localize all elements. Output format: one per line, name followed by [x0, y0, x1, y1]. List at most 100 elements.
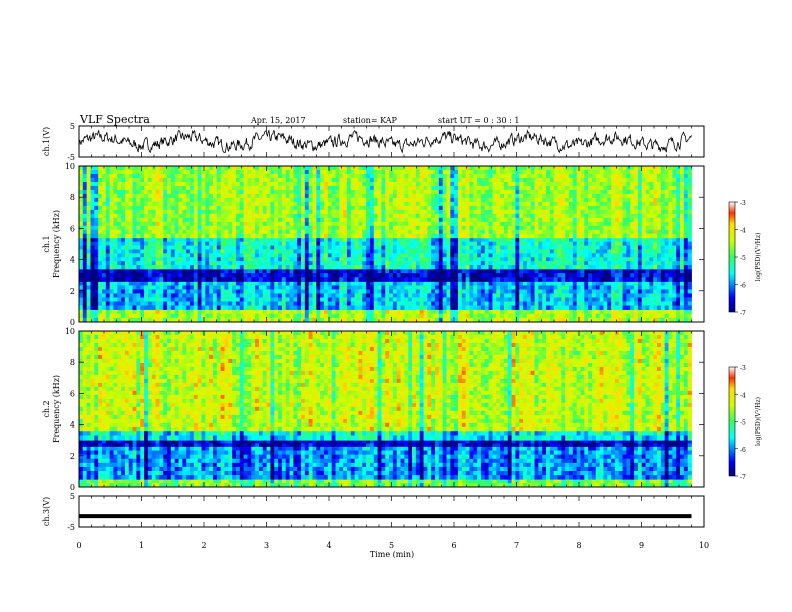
spectrogram-cell [354, 177, 359, 183]
spectrogram-cell [339, 268, 344, 274]
spectrogram-cell [565, 277, 570, 282]
spectrogram-cell [672, 277, 677, 282]
spectrogram-cell [645, 257, 650, 262]
spectrogram-cell [389, 277, 394, 282]
spectrogram-cell [415, 166, 421, 171]
spectrogram-cell [595, 268, 601, 274]
spectrogram-cell [435, 309, 440, 315]
spectrogram-cell [155, 245, 160, 250]
spectrogram-cell [251, 285, 256, 290]
spectrogram-cell [373, 185, 378, 191]
spectrogram-cell [503, 257, 509, 262]
spectrogram-cell [450, 249, 455, 254]
spectrogram-cell [354, 289, 359, 294]
spectrogram-cell [645, 185, 650, 191]
spectrogram-cell [412, 317, 417, 323]
spectrogram-cell [668, 169, 673, 175]
spectrogram-cell [258, 201, 264, 207]
spectrogram-cell [109, 261, 114, 266]
spectrogram-cell [488, 265, 493, 270]
spectrogram-cell [546, 301, 551, 306]
spectrogram-cell [668, 273, 673, 278]
spectrogram-cell [419, 309, 424, 315]
spectrogram-cell [258, 281, 264, 286]
spectrogram-cell [270, 257, 275, 262]
spectrogram-cell [193, 166, 199, 171]
spectrogram-cell [519, 253, 524, 258]
spectrogram-cell [515, 241, 520, 246]
spectrogram-cell [683, 185, 689, 191]
spectrogram-cell [569, 257, 574, 262]
spectrogram-cell [278, 281, 283, 286]
spectrogram-cell [645, 193, 650, 199]
spectrogram-cell [603, 313, 608, 319]
spectrogram-cell [350, 181, 356, 187]
spectrogram-cell [461, 197, 467, 203]
spectrogram-cell [128, 273, 133, 278]
spectrogram-cell [251, 313, 256, 319]
spectrogram-cell [278, 293, 283, 298]
spectrogram-cell [599, 177, 604, 183]
spectrogram-cell [258, 241, 264, 246]
spectrogram-cell [385, 253, 390, 258]
spectrogram-cell [461, 277, 467, 282]
spectrogram-cell [266, 273, 271, 278]
spectrogram-cell [595, 253, 601, 258]
spectrogram-cell [488, 305, 493, 310]
spectrogram-cell [343, 293, 348, 298]
spectrogram-cell [163, 197, 168, 203]
spectrogram-cell [530, 289, 535, 294]
spectrogram-cell [335, 245, 340, 250]
spectrogram-cell [503, 273, 509, 278]
spectrogram-cell [132, 177, 137, 183]
spectrogram-cell [538, 241, 543, 246]
spectrogram-cell [79, 297, 84, 302]
spectrogram-cell [212, 268, 218, 274]
spectrogram-cell [507, 273, 512, 278]
spectrogram-cell [377, 189, 382, 195]
spectrogram-cell [212, 277, 218, 282]
spectrogram-cell [618, 268, 623, 274]
spectrogram-cell [427, 268, 432, 274]
spectrogram-cell [683, 281, 689, 286]
spectrogram-cell [86, 241, 91, 246]
spectrogram-cell [117, 257, 122, 262]
spectrogram-cell [404, 237, 409, 243]
spectrogram-cell [484, 277, 490, 282]
spectrogram-cell [607, 257, 612, 262]
spectrogram-cell [450, 245, 455, 250]
spectrogram-cell [124, 277, 130, 282]
spectrogram-cell [580, 185, 585, 191]
spectrogram-cell [515, 193, 520, 199]
spectrogram-cell [167, 257, 172, 262]
spectrogram-cell [657, 268, 662, 274]
spectrogram-cell [216, 177, 222, 183]
spectrogram-cell [649, 241, 654, 246]
spectrogram-cell [538, 265, 543, 270]
spectrogram-cell [163, 237, 168, 243]
spectrogram-cell [205, 169, 210, 175]
spectrogram-cell [603, 185, 608, 191]
spectrogram-cell [239, 249, 245, 254]
spectrogram-cell [155, 173, 160, 179]
spectrogram-cell [159, 189, 164, 195]
spectrogram-cell [630, 317, 635, 323]
spectrogram-cell [392, 253, 398, 258]
spectrogram-cell [255, 201, 260, 207]
spectrogram-cell [557, 317, 562, 323]
spectrogram-cell [523, 285, 528, 290]
spectrogram-cell [488, 253, 493, 258]
spectrogram-cell [190, 177, 195, 183]
spectrogram-cell [224, 305, 229, 310]
spectrogram-cell [457, 253, 463, 258]
spectrogram-cell [197, 297, 202, 302]
spectrogram-cell [117, 245, 122, 250]
spectrogram-cell [503, 253, 509, 258]
spectrogram-cell [239, 185, 245, 191]
spectrogram-cell [151, 281, 156, 286]
spectrogram-cell [274, 305, 279, 310]
spectrogram-cell [465, 301, 470, 306]
spectrogram-cell [190, 201, 195, 207]
spectrogram-cell [369, 293, 375, 298]
spectrogram-cell [193, 185, 199, 191]
